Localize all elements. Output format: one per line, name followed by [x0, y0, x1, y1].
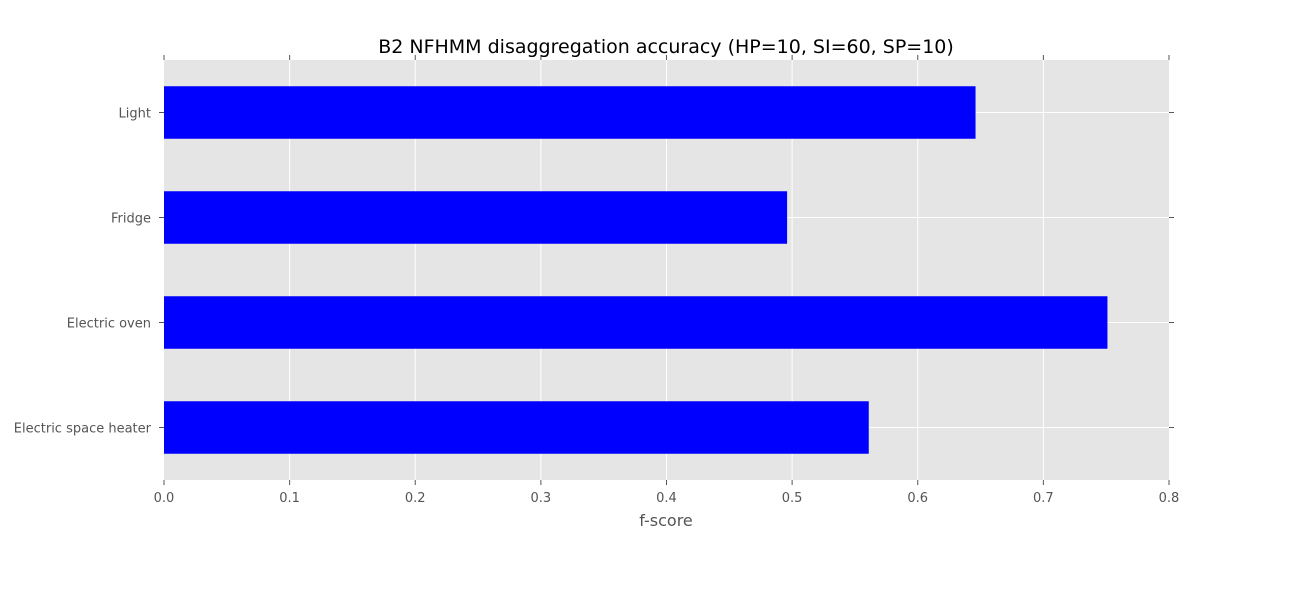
x-tick-label: 0.7 [1033, 491, 1054, 506]
y-tick-label: Light [119, 107, 151, 122]
x-tick-label: 0.6 [907, 491, 928, 506]
chart-title: B2 NFHMM disaggregation accuracy (HP=10,… [378, 36, 954, 58]
bar-electric-oven [164, 296, 1108, 349]
tick-marks [159, 55, 1174, 485]
x-tick-label: 0.8 [1159, 491, 1180, 506]
y-tick-label: Fridge [111, 212, 151, 227]
x-tick-label: 0.3 [531, 491, 552, 506]
y-tick-labels: Light Fridge Electric oven Electric space h… [14, 107, 152, 437]
bar-fridge [164, 191, 788, 244]
x-axis-label: f-score [639, 511, 693, 530]
bar-electric-space-heater [164, 401, 869, 454]
x-tick-label: 0.4 [656, 491, 677, 506]
y-tick-label: Electric space heater [14, 422, 152, 437]
x-tick-label: 0.0 [154, 491, 175, 506]
x-tick-label: 0.2 [405, 491, 426, 506]
bar-light [164, 86, 976, 139]
y-tick-label: Electric oven [67, 317, 151, 332]
x-tick-label: 0.1 [279, 491, 300, 506]
x-tick-labels: 0.0 0.1 0.2 0.3 0.4 0.5 0.6 0.7 0.8 [154, 491, 1180, 506]
x-tick-label: 0.5 [782, 491, 803, 506]
bars [164, 86, 1108, 454]
